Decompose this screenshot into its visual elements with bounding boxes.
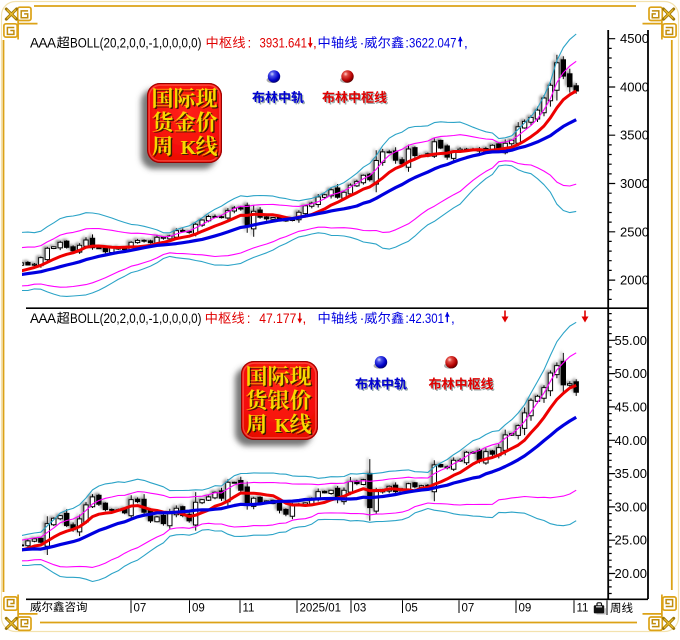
svg-text:20.00: 20.00: [615, 566, 648, 581]
svg-text:3622.047: 3622.047: [409, 34, 457, 50]
svg-text::: :: [405, 35, 409, 50]
svg-text:07: 07: [462, 603, 475, 615]
svg-text:3000: 3000: [620, 176, 649, 191]
svg-text:BOLL(20,2,0,0,-1,0,0,0,0): BOLL(20,2,0,0,-1,0,0,0,0): [70, 311, 202, 326]
svg-text:,: ,: [464, 35, 468, 50]
svg-text:47.177: 47.177: [259, 310, 296, 326]
svg-text:2000: 2000: [620, 273, 649, 288]
svg-text::: :: [247, 311, 251, 326]
svg-text:K: K: [182, 138, 198, 160]
svg-text:4000: 4000: [620, 80, 649, 95]
svg-text:·: ·: [360, 311, 365, 326]
svg-text:,: ,: [313, 35, 317, 50]
svg-text:09: 09: [192, 603, 205, 615]
svg-text:,: ,: [451, 311, 455, 326]
svg-text:42.301: 42.301: [409, 310, 444, 326]
svg-text:BOLL(20,2,0,0,-1,0,0,0,0): BOLL(20,2,0,0,-1,0,0,0,0): [70, 35, 202, 50]
svg-text:05: 05: [405, 603, 418, 615]
svg-text:07: 07: [134, 603, 147, 615]
svg-text:3500: 3500: [620, 128, 649, 143]
svg-text:25.00: 25.00: [615, 533, 648, 548]
svg-text:AAA: AAA: [30, 311, 56, 326]
svg-text::: :: [405, 311, 409, 326]
svg-text:2025/01: 2025/01: [300, 603, 342, 615]
svg-text:2500: 2500: [620, 224, 649, 239]
svg-text:4500: 4500: [620, 31, 649, 46]
svg-text:AAA: AAA: [30, 35, 56, 50]
svg-text:·: ·: [360, 35, 365, 50]
svg-text:45.00: 45.00: [615, 399, 648, 414]
svg-text:K: K: [275, 415, 291, 437]
svg-text:K: K: [276, 416, 292, 438]
svg-text:11: 11: [577, 603, 589, 615]
svg-text:09: 09: [519, 603, 532, 615]
svg-text:35.00: 35.00: [615, 466, 648, 481]
svg-text:K: K: [181, 137, 197, 159]
svg-text:11: 11: [243, 603, 255, 615]
svg-text:50.00: 50.00: [615, 366, 648, 381]
svg-text:30.00: 30.00: [615, 499, 648, 514]
svg-text:40.00: 40.00: [615, 433, 648, 448]
svg-text:,: ,: [303, 311, 307, 326]
svg-text:55.00: 55.00: [615, 333, 648, 348]
svg-text:3931.641: 3931.641: [260, 34, 308, 50]
svg-text:03: 03: [354, 603, 367, 615]
svg-text::: :: [248, 35, 252, 50]
